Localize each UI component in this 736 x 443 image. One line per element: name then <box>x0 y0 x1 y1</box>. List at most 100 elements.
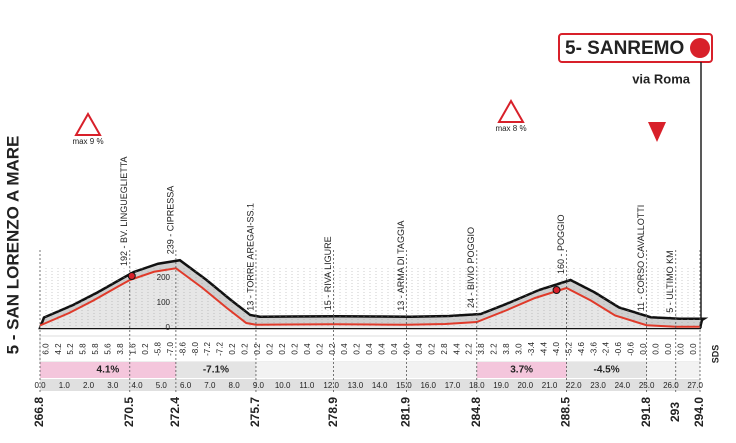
gradient-label: 0.4 <box>390 343 399 355</box>
gradient-label: 0.2 <box>290 343 299 355</box>
gradient-label: 0.0 <box>676 343 685 355</box>
gradient-label: 0.2 <box>253 343 262 355</box>
km-label: 3.0 <box>107 381 119 390</box>
x-tick-label: 275.7 <box>248 397 262 427</box>
gradient-label: -7.2 <box>216 342 225 356</box>
gradient-label: 3.8 <box>502 343 511 355</box>
x-tick-label: 293 <box>668 402 682 422</box>
km-label: 6.0 <box>180 381 192 390</box>
gradient-label: -0.6 <box>614 342 623 356</box>
gpm-marker <box>552 286 561 294</box>
gradient-label: 2.8 <box>440 343 449 355</box>
waypoint-label: 13 - TORRE AREGAI-SS.1 <box>245 203 255 311</box>
waypoint-label: 24 - BIVIO POGGIO <box>466 227 476 308</box>
start-label: 5 - SAN LORENZO A MARE <box>3 136 22 355</box>
gradient-label: 0.2 <box>228 343 237 355</box>
km-label: 2.0 <box>83 381 95 390</box>
km-label: 22.0 <box>566 381 582 390</box>
waypoint-label: 160 - POGGIO <box>556 214 566 274</box>
km-label: 12.0 <box>323 381 339 390</box>
km-label: 27.0 <box>687 381 703 390</box>
x-tick-label: 270.5 <box>122 397 136 427</box>
gradient-label: 0.0 <box>664 343 673 355</box>
warning-icon <box>497 98 525 123</box>
gradient-label: 5.2 <box>66 343 75 355</box>
km-label: 15.0 <box>396 381 412 390</box>
km-label: 1.0 <box>59 381 71 390</box>
finish-icon <box>690 38 710 58</box>
gradient-label: 2.2 <box>465 343 474 355</box>
waypoint-label: 5 - ULTIMO KM <box>665 250 675 312</box>
gradient-label: -5.2 <box>564 342 573 356</box>
gradient-label: 1.6 <box>129 343 138 355</box>
gradient-label: -5.8 <box>153 342 162 356</box>
gradient-label: 3.0 <box>515 343 524 355</box>
gradient-label: -4.0 <box>552 342 561 356</box>
gradient-label: -8.6 <box>178 342 187 356</box>
gradient-label: 0.0 <box>402 343 411 355</box>
km-label: 5.0 <box>156 381 168 390</box>
waypoint-label: 11 - CORSO CAVALLOTTI <box>636 205 646 312</box>
gpm-marker <box>127 272 136 280</box>
gradient-label: 0.4 <box>415 343 424 355</box>
km-label: 0.0 <box>34 381 46 390</box>
gradient-label: 0.4 <box>378 343 387 355</box>
km-label: 26.0 <box>663 381 679 390</box>
gradient-label: 0.0 <box>652 343 661 355</box>
gradient-row <box>39 335 701 363</box>
x-tick-label: 278.9 <box>326 397 340 427</box>
y-tick-label: 0 <box>166 323 171 332</box>
gradient-label: 0.0 <box>639 343 648 355</box>
last-km-icon <box>648 122 666 142</box>
waypoint-label: 13 - ARMA DI TAGGIA <box>396 221 406 311</box>
climb-label: 3.7% <box>510 365 533 376</box>
km-label: 14.0 <box>372 381 388 390</box>
gradient-label: -8.0 <box>191 342 200 356</box>
km-label: 20.0 <box>518 381 534 390</box>
gradient-label: -7.0 <box>166 342 175 356</box>
y-tick-label: 100 <box>157 298 171 307</box>
km-label: 23.0 <box>590 381 606 390</box>
km-label: 9.0 <box>253 381 265 390</box>
gradient-label: 0.2 <box>315 343 324 355</box>
gradient-label: -0.6 <box>627 342 636 356</box>
gradient-label: -4.6 <box>577 342 586 356</box>
gradient-label: 6.0 <box>41 343 50 355</box>
warning-icon <box>74 111 102 136</box>
finish-sub: via Roma <box>632 71 691 86</box>
finish-box <box>558 33 713 63</box>
gradient-label: 0.2 <box>353 343 362 355</box>
gradient-label: 5.8 <box>91 343 100 355</box>
max-label: max 9 % <box>72 137 103 146</box>
km-label: 11.0 <box>299 381 315 390</box>
y-tick-label: 200 <box>157 273 171 282</box>
gradient-label: 0.2 <box>265 343 274 355</box>
km-label: 13.0 <box>348 381 364 390</box>
max-label: max 8 % <box>495 124 526 133</box>
x-tick-label: 281.9 <box>399 397 413 427</box>
km-label: 4.0 <box>131 381 143 390</box>
km-label: 7.0 <box>204 381 216 390</box>
gradient-label: 0.2 <box>427 343 436 355</box>
x-tick-label: 288.5 <box>559 397 573 427</box>
credit: SDS <box>710 345 720 364</box>
climb-label: -7.1% <box>203 365 229 376</box>
gradient-label: -2.4 <box>602 342 611 356</box>
gradient-label: 5.6 <box>104 343 113 355</box>
gradient-label: 0.2 <box>328 343 337 355</box>
gradient-label: 3.8 <box>477 343 486 355</box>
x-tick-label: 266.8 <box>32 397 46 427</box>
km-label: 19.0 <box>493 381 509 390</box>
climb-bar <box>175 362 256 378</box>
waypoint-label: 15 - RIVA LIGURE <box>323 236 333 310</box>
km-label: 10.0 <box>275 381 291 390</box>
km-label: 18.0 <box>469 381 485 390</box>
finish-label: 5- SANREMO <box>565 38 684 59</box>
waypoint-label: 192 - BV. LINGUEGLIETTA <box>119 156 129 266</box>
climb-label: -4.5% <box>594 365 620 376</box>
km-label: 17.0 <box>445 381 461 390</box>
gradient-label: 3.8 <box>116 343 125 355</box>
gradient-label: 0.2 <box>241 343 250 355</box>
gradient-label: 5.8 <box>79 343 88 355</box>
